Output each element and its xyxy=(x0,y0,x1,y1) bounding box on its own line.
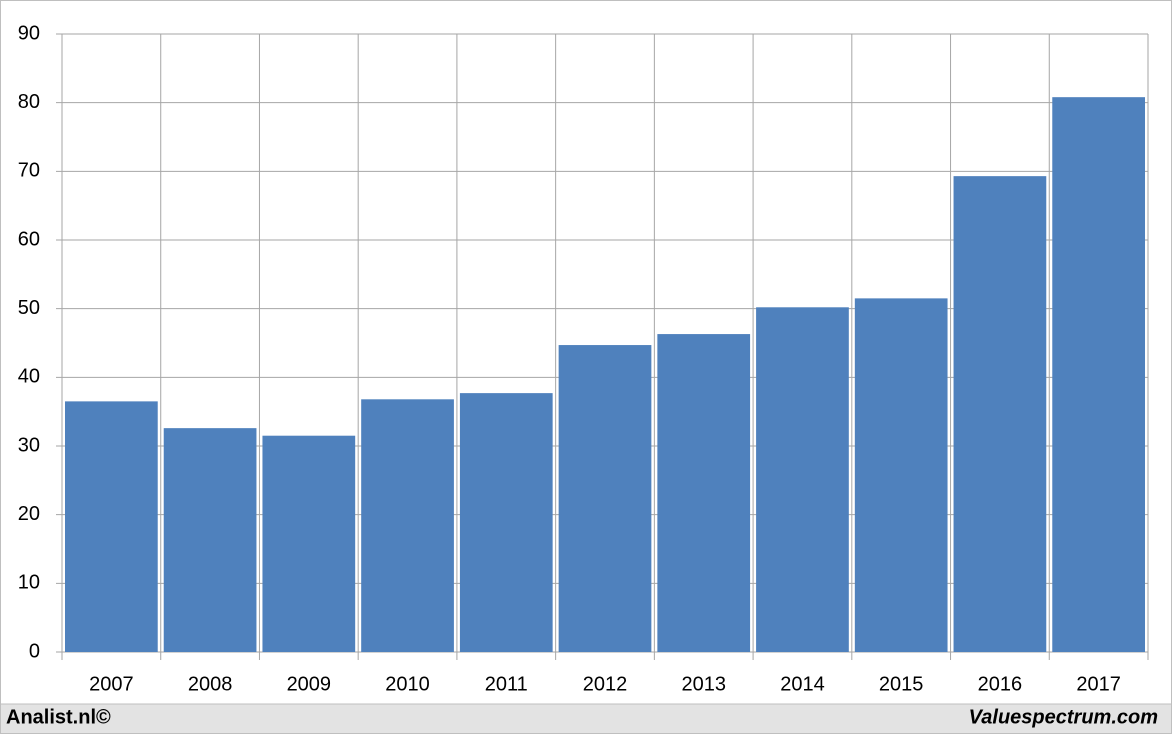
footer-band xyxy=(0,703,1172,734)
x-tick-label: 2012 xyxy=(583,673,628,695)
bar xyxy=(163,428,257,652)
bar xyxy=(262,435,356,652)
y-tick-label: 0 xyxy=(29,640,40,662)
y-tick-label: 50 xyxy=(18,297,40,319)
y-tick-label: 30 xyxy=(18,434,40,456)
x-tick-label: 2010 xyxy=(385,673,430,695)
bar xyxy=(854,298,948,652)
y-tick-label: 80 xyxy=(18,91,40,113)
x-tick-label: 2007 xyxy=(89,673,134,695)
x-tick-label: 2011 xyxy=(485,673,528,695)
x-tick-label: 2008 xyxy=(188,673,233,695)
x-tick-label: 2015 xyxy=(879,673,924,695)
footer-left: Analist.nl© xyxy=(6,706,111,728)
footer-right: Valuespectrum.com xyxy=(969,706,1158,728)
bar xyxy=(558,345,652,652)
x-tick-label: 2013 xyxy=(681,673,726,695)
bar xyxy=(361,399,454,652)
bar xyxy=(1052,97,1145,652)
y-tick-label: 90 xyxy=(18,22,40,44)
x-tick-label: 2009 xyxy=(287,673,332,695)
y-tick-label: 60 xyxy=(18,228,40,250)
x-tick-label: 2017 xyxy=(1076,673,1121,695)
x-tick-label: 2016 xyxy=(978,673,1023,695)
y-tick-label: 70 xyxy=(18,160,40,182)
x-tick-label: 2014 xyxy=(780,673,825,695)
y-tick-label: 10 xyxy=(18,572,40,594)
bar xyxy=(65,401,158,652)
bar xyxy=(459,393,553,652)
bar xyxy=(756,307,849,652)
y-tick-label: 40 xyxy=(18,366,40,388)
bar xyxy=(657,334,751,652)
y-tick-label: 20 xyxy=(18,503,40,525)
bar xyxy=(953,176,1047,652)
